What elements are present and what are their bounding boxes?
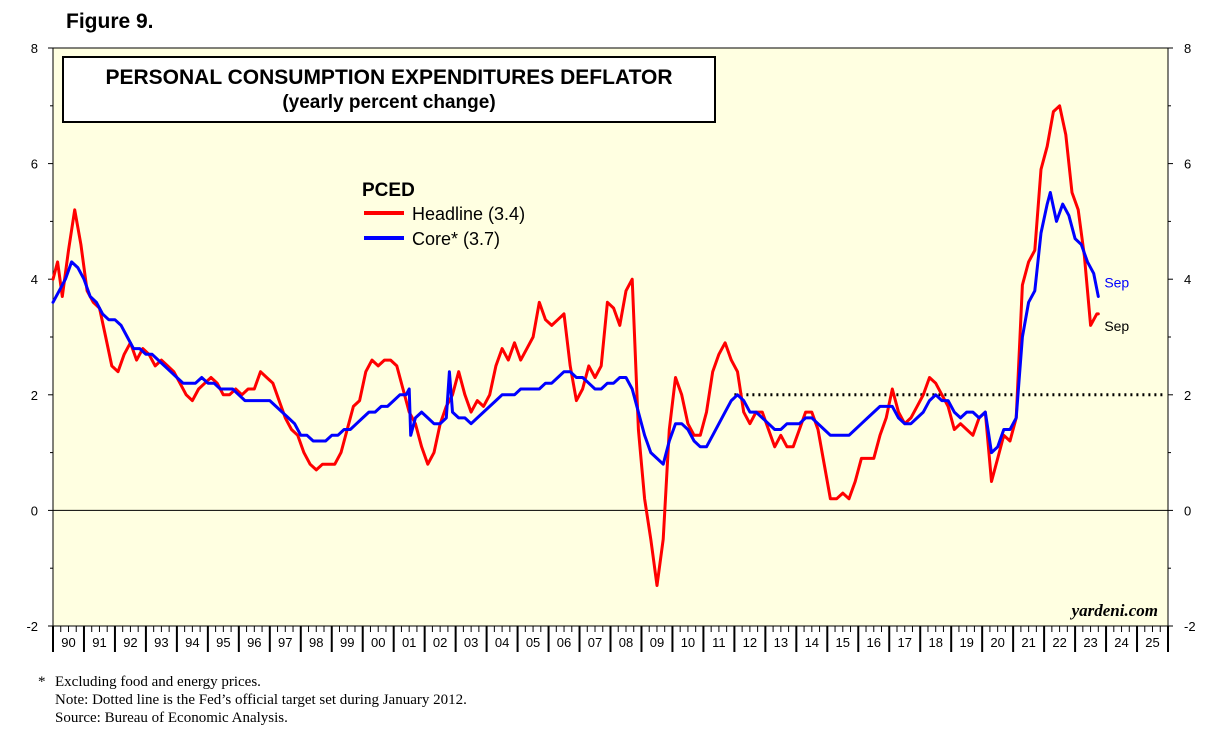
x-tick-label: 12	[743, 635, 757, 650]
y-tick-label-right: -2	[1184, 619, 1196, 634]
x-tick-label: 22	[1052, 635, 1066, 650]
footnotes: * Excluding food and energy prices. Note:…	[38, 673, 467, 727]
x-tick-label: 19	[959, 635, 973, 650]
plot-area	[52, 47, 1169, 627]
x-tick-label: 91	[92, 635, 106, 650]
x-tick-label: 24	[1114, 635, 1128, 650]
x-tick-label: 97	[278, 635, 292, 650]
figure-label: Figure 9.	[66, 10, 154, 33]
footnote-row-3: Source: Bureau of Economic Analysis.	[38, 709, 467, 727]
footnote-row-1: * Excluding food and energy prices.	[38, 673, 467, 691]
x-tick-label: 99	[340, 635, 354, 650]
x-tick-label: 90	[61, 635, 75, 650]
x-tick-label: 08	[619, 635, 633, 650]
x-tick-label: 95	[216, 635, 230, 650]
legend-label-headline: Headline (3.4)	[412, 204, 525, 224]
footnote-excluding: Excluding food and energy prices.	[55, 674, 261, 690]
series-line-core	[51, 191, 1100, 466]
series-layer: Sep Sep	[51, 104, 1129, 587]
y-tick-label-left: 6	[31, 157, 38, 172]
x-tick-label: 16	[867, 635, 881, 650]
x-tick-label: 01	[402, 635, 416, 650]
y-tick-label-right: 6	[1184, 157, 1191, 172]
end-label-core: Sep	[1104, 275, 1129, 291]
footnote-note: Note: Dotted line is the Fed’s official …	[55, 692, 467, 708]
x-tick-label: 09	[650, 635, 664, 650]
x-tick-label: 98	[309, 635, 323, 650]
x-tick-label: 00	[371, 635, 385, 650]
x-tick-label: 18	[928, 635, 942, 650]
x-tick-label: 23	[1083, 635, 1097, 650]
footnote-source: Source: Bureau of Economic Analysis.	[55, 710, 288, 726]
x-tick-label: 06	[557, 635, 571, 650]
y-tick-label-right: 2	[1184, 388, 1191, 403]
y-tick-label-right: 0	[1184, 503, 1191, 518]
y-tick-label-left: 8	[31, 41, 38, 56]
end-label-headline: Sep	[1104, 318, 1129, 334]
x-tick-label: 13	[774, 635, 788, 650]
x-tick-label: 20	[990, 635, 1004, 650]
footnote-marker: *	[38, 674, 46, 690]
x-tick-label: 11	[712, 635, 726, 650]
watermark: yardeni.com	[1070, 601, 1158, 620]
y-ticks-right: -2 0 2 4 6 8	[1168, 41, 1196, 634]
x-tick-label: 02	[433, 635, 447, 650]
y-tick-label-left: -2	[26, 619, 38, 634]
x-tick-label: 15	[836, 635, 850, 650]
chart-subtitle: (yearly percent change)	[282, 92, 495, 113]
y-tick-label-left: 4	[31, 272, 38, 287]
x-tick-label: 92	[123, 635, 137, 650]
y-tick-label-right: 8	[1184, 41, 1191, 56]
x-tick-label: 14	[805, 635, 819, 650]
x-tick-label: 94	[185, 635, 199, 650]
x-tick-label: 03	[464, 635, 478, 650]
series-line-headline	[51, 104, 1100, 587]
x-tick-label: 10	[681, 635, 695, 650]
y-tick-label-left: 0	[31, 503, 38, 518]
y-ticks-left: -2 0 2 4 6 8	[26, 41, 53, 634]
x-tick-label: 96	[247, 635, 261, 650]
legend-label-core: Core* (3.7)	[412, 229, 500, 249]
y-tick-label-right: 4	[1184, 272, 1191, 287]
y-tick-label-left: 2	[31, 388, 38, 403]
x-tick-label: 93	[154, 635, 168, 650]
x-tick-label: 05	[526, 635, 540, 650]
legend-title: PCED	[362, 180, 415, 201]
x-axis: 90 91 92 93 94 95 96 97 98 99 00 01 02 03 04 05 06 07 08 09…	[52, 626, 1169, 652]
x-tick-label: 17	[898, 635, 912, 650]
x-tick-label: 25	[1145, 635, 1159, 650]
chart-title: PERSONAL CONSUMPTION EXPENDITURES DEFLAT…	[105, 66, 672, 89]
x-tick-label: 07	[588, 635, 602, 650]
title-box	[62, 56, 716, 123]
x-tick-label: 04	[495, 635, 509, 650]
footnote-row-2: Note: Dotted line is the Fed’s official …	[38, 691, 467, 709]
x-tick-label: 21	[1021, 635, 1035, 650]
